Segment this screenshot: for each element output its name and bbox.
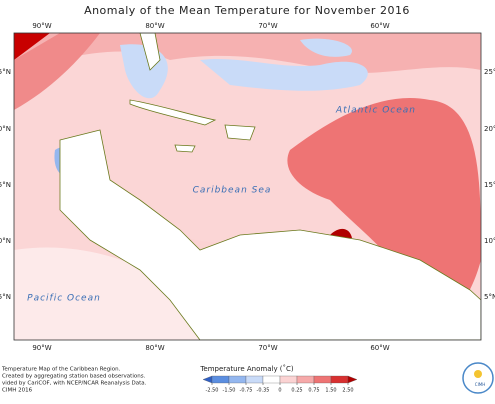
colorbar-segment	[245, 375, 264, 384]
colorbar-segment	[262, 375, 281, 384]
credit-line: Temperature Map of the Caribbean Region.	[1, 367, 121, 373]
colorbar-tick-label: 0.75	[308, 388, 319, 394]
lat-label: 5°N	[484, 293, 495, 301]
colorbar-end	[347, 375, 358, 384]
colorbar-segment	[313, 375, 332, 384]
lon-label: 70°W	[258, 344, 277, 352]
lat-label: 10°N	[484, 237, 495, 245]
map-body	[14, 33, 481, 340]
lat-label: 20°N	[484, 125, 495, 133]
colorbar-segment	[279, 375, 298, 384]
colorbar-segment	[228, 375, 247, 384]
lat-label: 25°N	[484, 68, 495, 76]
lat-label: 5°N	[0, 293, 11, 301]
credit-line: Created by aggregating station based obs…	[2, 374, 146, 380]
colorbar-segment	[296, 375, 315, 384]
ocean-label: Atlantic Ocean	[335, 106, 416, 116]
jamaica	[174, 144, 196, 153]
logo-sun	[474, 370, 482, 378]
lon-label: 60°W	[370, 344, 389, 352]
colorbar-tick-label: 1.50	[325, 388, 336, 394]
colorbar-tick-label: -0.35	[257, 388, 270, 394]
map-title: Anomaly of the Mean Temperature for Nove…	[84, 4, 410, 17]
cuba	[129, 99, 217, 126]
hispaniola	[224, 124, 256, 141]
credit-line: vided by CariCOF, with NCEP/NCAR Reanaly…	[2, 381, 147, 387]
ocean-label: Pacific Ocean	[27, 294, 101, 304]
colorbar-tick-label: -2.50	[206, 388, 219, 394]
colorbar-segment	[211, 375, 230, 384]
lat-label: 0°N	[0, 237, 11, 245]
lat-label: 15°N	[484, 181, 495, 189]
credit-line: CIMH 2016	[2, 388, 33, 394]
logo-text: CIMH	[475, 382, 485, 387]
colorbar-end	[202, 375, 213, 384]
florida	[139, 33, 161, 71]
lon-label: 60°W	[370, 22, 389, 30]
lon-label: 90°W	[32, 344, 51, 352]
colorbar-tick-label: 2.50	[342, 388, 353, 394]
colorbar-tick-label: -1.50	[223, 388, 236, 394]
colorbar-segment	[330, 375, 349, 384]
lat-label: 5°N	[0, 181, 11, 189]
map-frame	[13, 32, 482, 341]
colorbar-tick-label: 0.25	[291, 388, 302, 394]
lon-label: 80°W	[145, 22, 164, 30]
lon-label: 70°W	[258, 22, 277, 30]
mainland	[59, 129, 481, 340]
lon-label: 90°W	[32, 22, 51, 30]
colorbar-tick-label: -0.75	[240, 388, 253, 394]
colorbar-tick-label: 0	[278, 388, 281, 394]
ocean-label: Caribbean Sea	[193, 186, 272, 196]
lat-label: 5°N	[0, 68, 11, 76]
colorbar-title: Temperature Anomaly (˚C)	[199, 365, 294, 373]
lat-label: 0°N	[0, 125, 11, 133]
lon-label: 80°W	[145, 344, 164, 352]
